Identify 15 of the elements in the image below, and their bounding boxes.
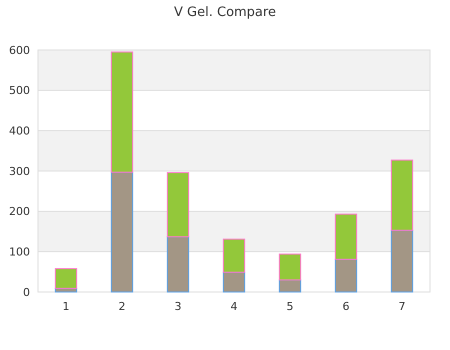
y-tick-label: 200 — [9, 205, 30, 218]
x-tick-label: 5 — [286, 300, 294, 313]
x-tick-label: 6 — [342, 300, 350, 313]
y-tick-label: 600 — [9, 44, 30, 57]
x-tick-label: 7 — [398, 300, 406, 313]
y-tick-label: 0 — [23, 286, 30, 299]
y-tick-label: 300 — [9, 164, 30, 178]
chart-title: V Gel. Compare — [174, 5, 276, 20]
y-tick-label: 500 — [9, 84, 30, 98]
y-tick-label: 400 — [9, 124, 30, 138]
x-tick-label: 1 — [62, 300, 70, 313]
x-tick-label: 4 — [230, 300, 238, 313]
x-tick-label: 2 — [118, 300, 126, 313]
y-tick-label: 100 — [9, 246, 30, 259]
x-tick-label: 3 — [174, 300, 182, 313]
